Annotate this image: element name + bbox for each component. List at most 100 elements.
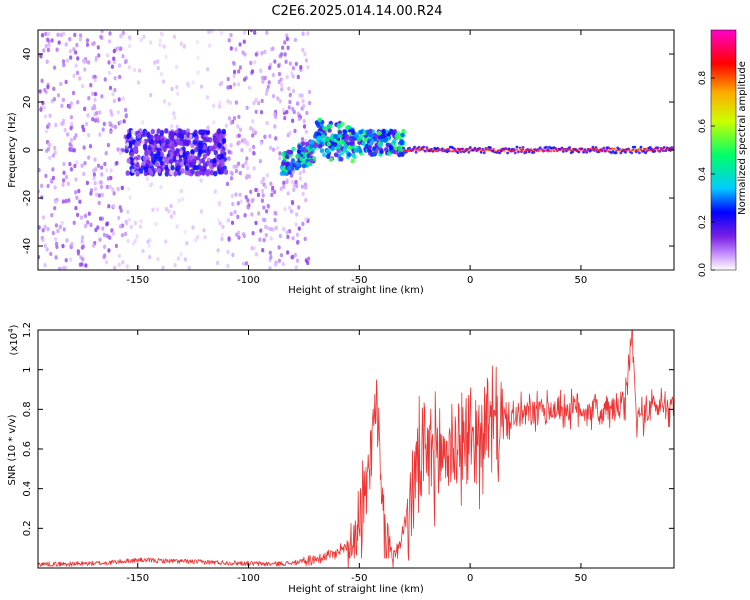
spectrogram-cell xyxy=(136,265,140,270)
colorbar: 0.0 0.2 0.4 0.6 0.8 Normalized spectral ampl… xyxy=(698,29,748,277)
spectrogram-cell xyxy=(212,103,216,108)
spectrogram-cell xyxy=(68,49,72,54)
spectrogram-cell xyxy=(167,163,171,168)
spectrogram-cell xyxy=(310,139,315,145)
spectrogram-cell xyxy=(51,167,55,172)
spectrogram-cell xyxy=(355,147,360,153)
spectrogram-cell xyxy=(257,101,261,106)
spectrogram-cell xyxy=(520,150,523,154)
spectrogram-cell xyxy=(244,261,249,266)
spectrogram-cell xyxy=(350,158,355,164)
spectrogram-cell xyxy=(61,121,65,126)
spectrogram-cell xyxy=(196,70,200,75)
spectrogram-cell xyxy=(121,148,125,153)
spectrogram-cell xyxy=(271,227,275,232)
spectrogram-cell xyxy=(205,150,211,157)
spectrogram-cell xyxy=(93,181,97,186)
colorbar-tick-label: 0.8 xyxy=(698,71,708,86)
spectrogram-cell xyxy=(236,201,240,206)
x-tick-label: 50 xyxy=(575,275,588,286)
spectrogram-cell xyxy=(296,74,300,80)
spectrogram-cell xyxy=(98,132,102,137)
spectrogram-cell xyxy=(251,119,255,124)
spectrogram-cell xyxy=(227,38,231,43)
spectrogram-cell xyxy=(107,60,111,65)
spectrogram-cell xyxy=(109,175,113,181)
spectrogram-cell xyxy=(277,71,282,77)
spectrogram-cell xyxy=(182,44,186,49)
spectrogram-cell xyxy=(202,228,206,233)
spectrogram-cell xyxy=(44,43,48,49)
spectrogram-cell xyxy=(92,172,96,177)
spectrogram-cell xyxy=(112,59,116,65)
spectrogram-cell xyxy=(296,101,300,106)
spectrogram-cell xyxy=(196,234,200,240)
spectrogram-cell xyxy=(287,169,292,175)
spectrogram-cell xyxy=(121,260,125,265)
spectrogram-cell xyxy=(220,232,224,238)
spectrogram-cell xyxy=(72,220,76,225)
spectrogram-cell xyxy=(354,133,359,139)
spectrogram-cell xyxy=(545,145,548,149)
spectrogram-cell xyxy=(217,142,222,149)
spectrogram-cell xyxy=(141,160,146,167)
spectrogram-cell xyxy=(331,145,336,151)
spectrogram-cell xyxy=(229,211,233,217)
spectrogram-cell xyxy=(51,230,55,236)
spectrogram-cell xyxy=(618,148,621,151)
spectrogram-cell xyxy=(179,252,183,257)
spectrogram-cell xyxy=(249,189,253,194)
spectrogram-cell xyxy=(77,188,81,194)
spectrogram-cell xyxy=(169,151,175,158)
spectrogram-cell xyxy=(316,136,321,142)
spectrogram-cell xyxy=(304,198,308,203)
spectrogram-cell xyxy=(103,77,107,82)
spectrogram-cell xyxy=(74,63,78,68)
spectrogram-cell xyxy=(133,147,139,154)
spectrogram-cell xyxy=(52,86,56,92)
spectrogram-cell xyxy=(521,145,525,149)
spectrogram-cell xyxy=(293,252,297,258)
spectrogram-cell xyxy=(304,129,308,134)
spectrogram-cell xyxy=(187,83,191,89)
spectrogram-cell xyxy=(203,235,207,240)
spectrogram-cell xyxy=(162,99,167,104)
spectrogram-cell xyxy=(61,59,66,64)
spectrogram-cell xyxy=(229,120,233,125)
spectrogram-cell xyxy=(127,35,132,40)
spectrogram-cell xyxy=(80,262,84,267)
spectrogram-cell xyxy=(111,231,115,236)
spectrogram-cell xyxy=(285,230,289,235)
spectrogram-cell xyxy=(170,165,175,171)
spectrogram-cell xyxy=(265,209,269,214)
spectrogram-cell xyxy=(173,171,178,177)
spectrogram-cell xyxy=(115,160,119,166)
spectrogram-cell xyxy=(266,225,270,231)
spectrogram-cell xyxy=(107,70,112,76)
spectrogram-cell xyxy=(271,185,275,191)
x-tick-label: -100 xyxy=(237,275,260,286)
spectrogram-cell xyxy=(73,163,77,169)
spectrogram-cell xyxy=(287,86,291,91)
spectrogram-cell xyxy=(562,150,565,153)
spectrogram-cell xyxy=(210,146,216,152)
spectrogram-cell xyxy=(283,52,287,57)
spectrogram-cell xyxy=(80,235,85,240)
spectrogram-cell xyxy=(97,200,101,206)
spectrogram-cell xyxy=(73,32,77,38)
spectrogram-cell xyxy=(159,160,164,166)
spectrogram-cell xyxy=(69,55,73,60)
spectrogram-cell xyxy=(154,221,158,227)
spectrogram-cell xyxy=(72,47,76,52)
spectrogram-cell xyxy=(253,60,257,65)
spectrogram-cell xyxy=(656,146,660,150)
spectrogram-cell xyxy=(200,158,205,164)
spectrogram-cell xyxy=(41,228,45,233)
spectrogram-cell xyxy=(278,156,282,161)
spectrogram-cell xyxy=(213,138,218,144)
spectrogram-cell xyxy=(554,147,557,151)
spectrogram-cell xyxy=(358,129,364,135)
spectrogram-cell xyxy=(321,133,326,139)
spectrogram-cell xyxy=(373,149,379,155)
spectrogram-cell xyxy=(238,42,242,47)
